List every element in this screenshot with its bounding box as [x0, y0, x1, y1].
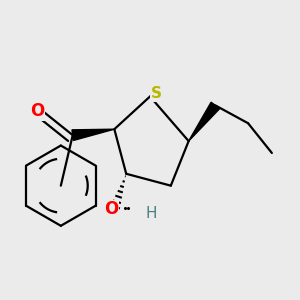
- Polygon shape: [189, 102, 220, 141]
- Polygon shape: [72, 129, 114, 140]
- Text: H: H: [146, 206, 157, 221]
- Text: O: O: [30, 102, 44, 120]
- Text: S: S: [150, 86, 161, 101]
- Text: O: O: [104, 200, 118, 218]
